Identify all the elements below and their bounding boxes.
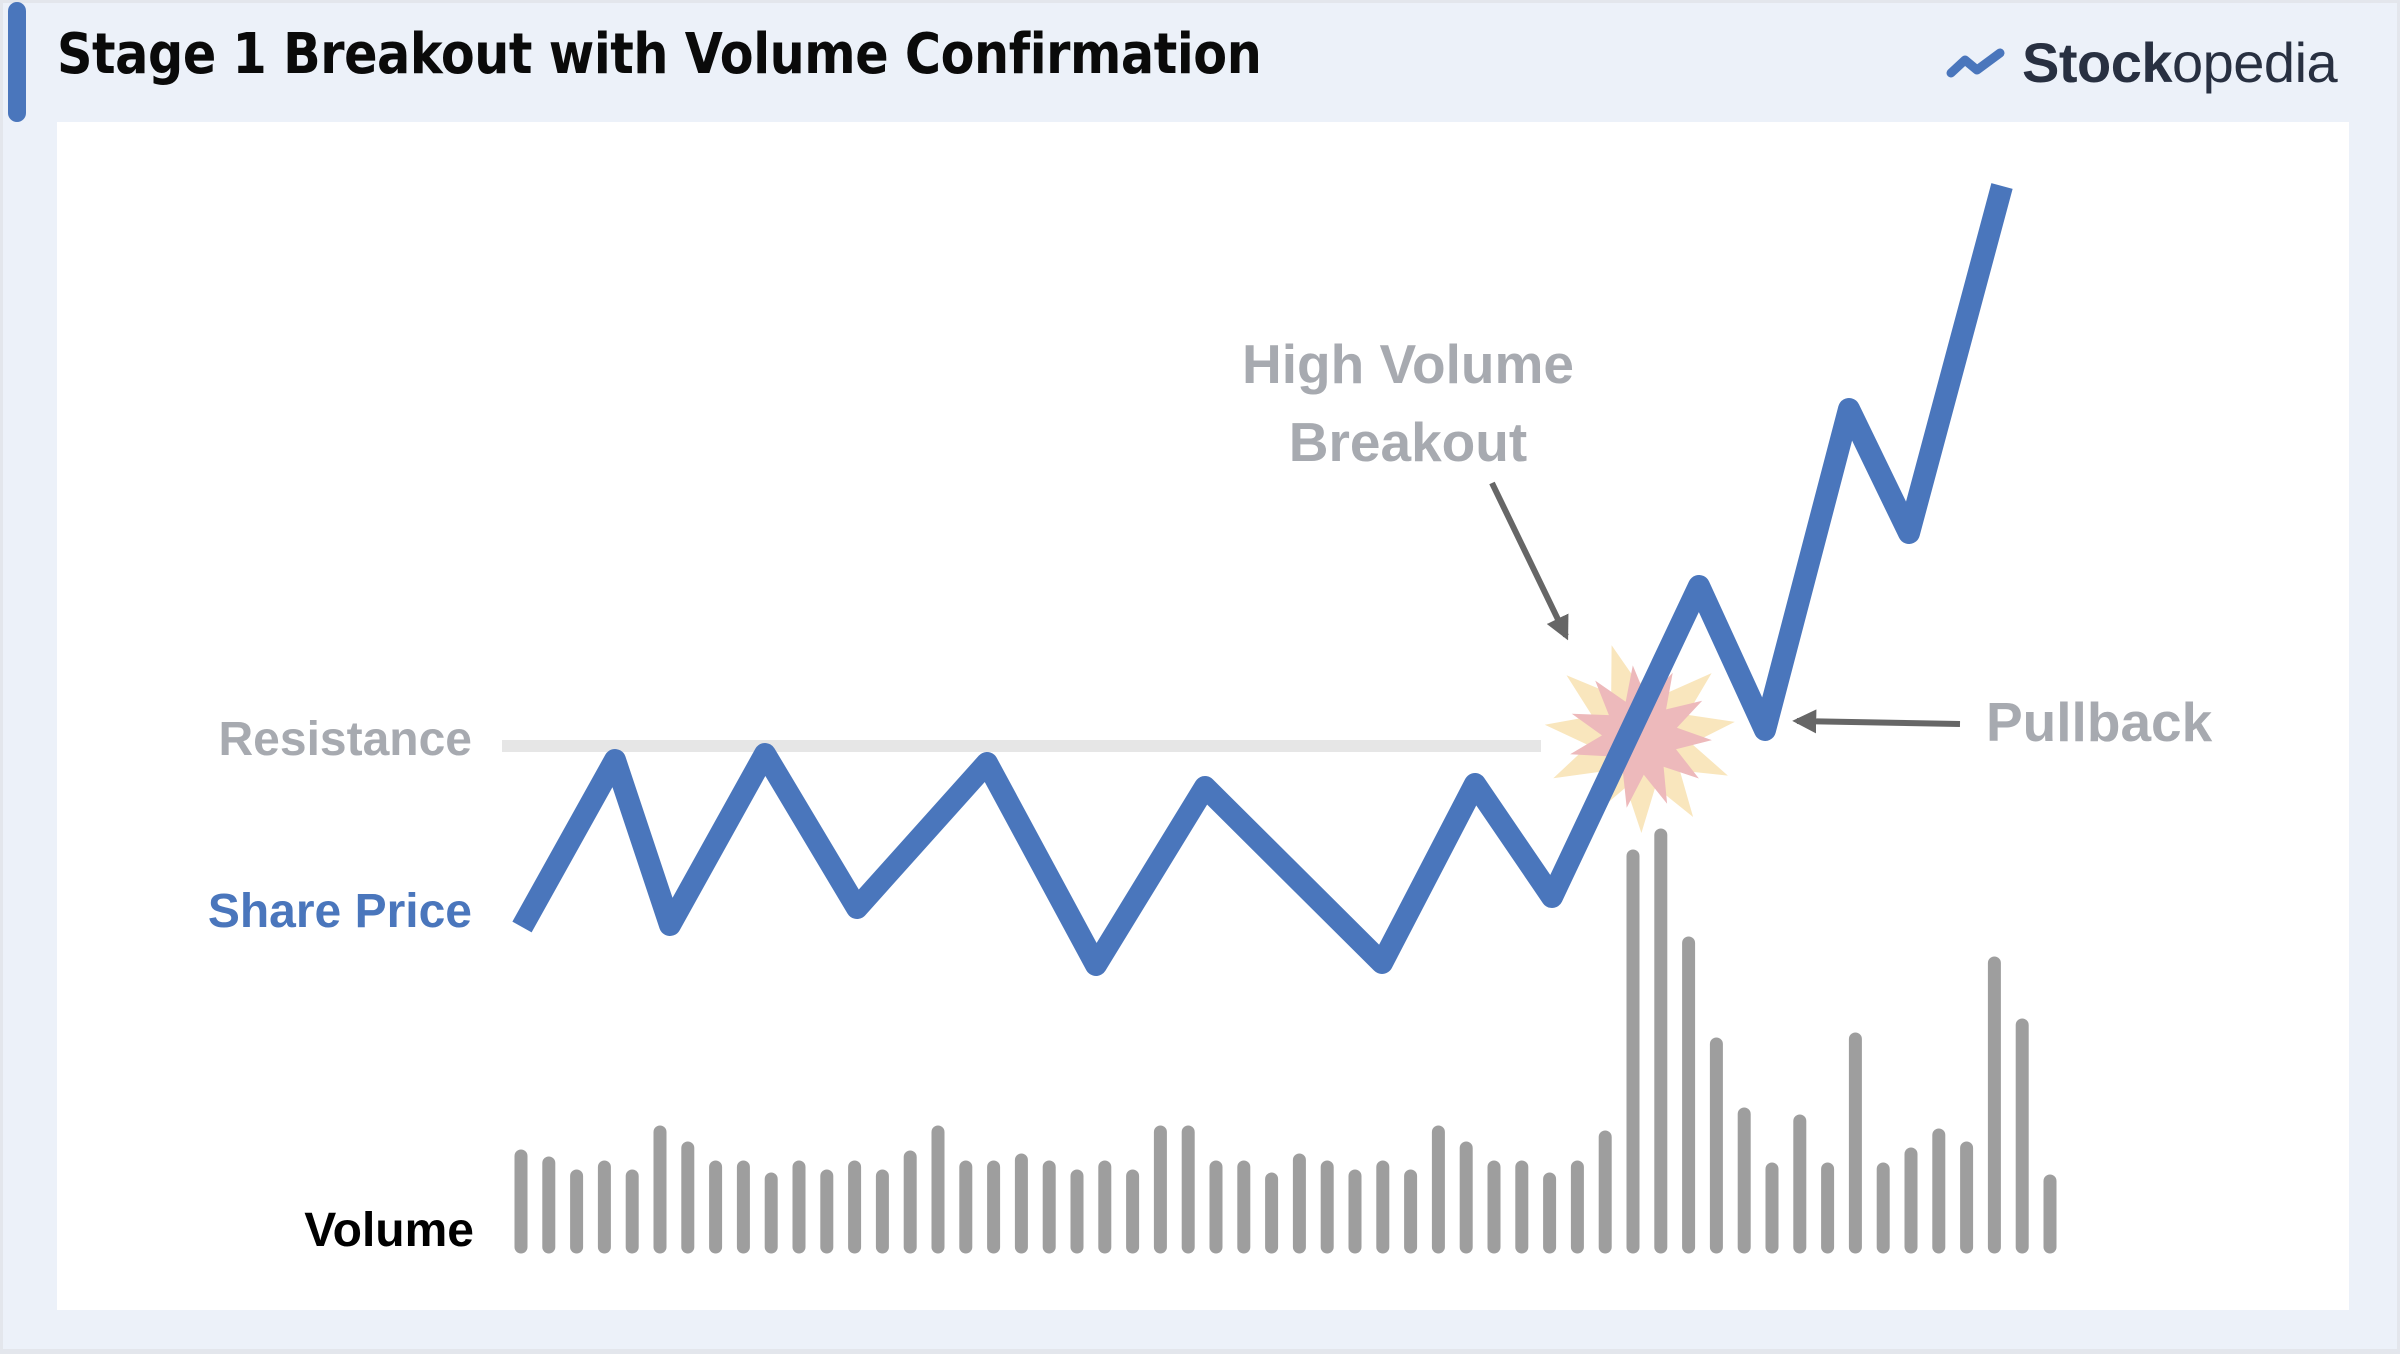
share-price-label: Share Price — [207, 885, 472, 938]
pullback-label: Pullback — [1986, 691, 2213, 753]
trend-line-icon — [1946, 48, 2005, 78]
high-volume-label-line1: High Volume — [1241, 333, 1575, 395]
volume-label: Volume — [304, 1204, 474, 1257]
volume-bars — [514, 828, 2057, 1254]
burst-icon — [1544, 644, 1735, 833]
logo-wordmark-strong: Stock — [2022, 30, 2173, 94]
logo-wordmark: Stockopedia — [2022, 30, 2338, 95]
breakout-arrow-icon — [1489, 481, 1569, 641]
stockopedia-logo: Stockopedia — [1946, 22, 2338, 102]
high-volume-label-line2: Breakout — [1288, 411, 1528, 473]
high-volume-breakout-label: High Volume Breakout — [1242, 325, 1574, 481]
accent-bar — [8, 2, 26, 122]
pullback-arrow-icon — [1792, 709, 1961, 734]
logo-wordmark-light: opedia — [2172, 30, 2338, 94]
share-price-line — [512, 183, 2013, 976]
resistance-label: Resistance — [218, 713, 472, 766]
page-title: Stage 1 Breakout with Volume Confirmatio… — [57, 22, 1262, 87]
